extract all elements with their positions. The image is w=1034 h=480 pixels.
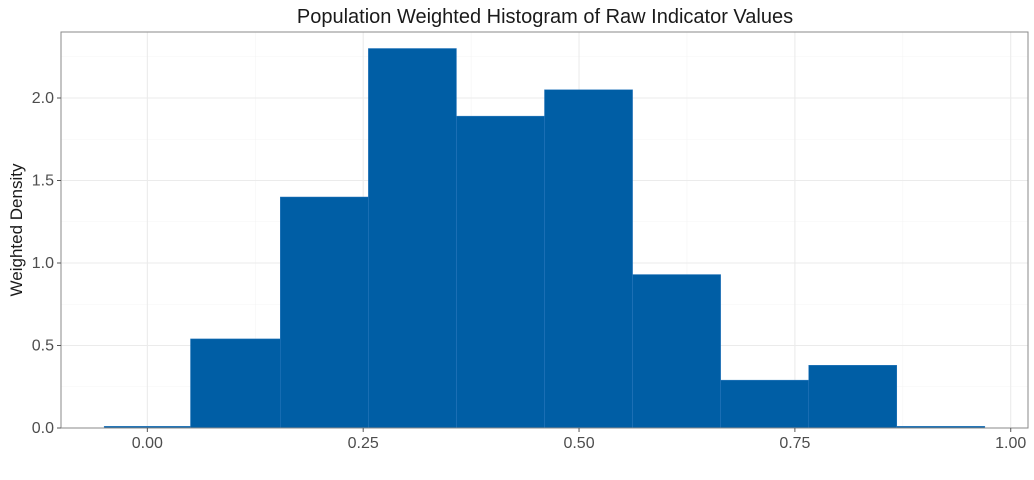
x-tick-label: 0.00 — [132, 435, 163, 452]
y-tick-label: 1.0 — [32, 255, 54, 272]
histogram-bar — [544, 89, 633, 429]
histogram-bar — [368, 48, 457, 429]
plot-panel-border — [60, 31, 1029, 429]
histogram-bar — [280, 196, 369, 429]
y-tick-label: 1.5 — [32, 173, 54, 190]
x-tick-label: 0.75 — [779, 435, 810, 452]
x-tick-label: 1.00 — [995, 435, 1026, 452]
histogram-bar — [720, 379, 809, 429]
histogram-bar — [456, 115, 545, 429]
x-tick-label: 0.25 — [348, 435, 379, 452]
histogram-bar — [632, 274, 721, 429]
x-tick-label: 0.50 — [563, 435, 594, 452]
y-tick-label: 0.5 — [32, 338, 54, 355]
y-axis: 0.0 0.5 1.0 1.5 2.0 — [32, 90, 61, 437]
y-axis-title: Weighted Density — [7, 163, 26, 296]
histogram-bars — [103, 48, 986, 429]
x-axis: 0.00 0.25 0.50 0.75 1.00 — [132, 428, 1026, 452]
y-tick-label: 0.0 — [32, 420, 54, 437]
chart-title: Population Weighted Histogram of Raw Ind… — [297, 6, 793, 28]
y-tick-label: 2.0 — [32, 90, 54, 107]
histogram-bar — [808, 365, 898, 429]
histogram-bar — [190, 338, 281, 429]
